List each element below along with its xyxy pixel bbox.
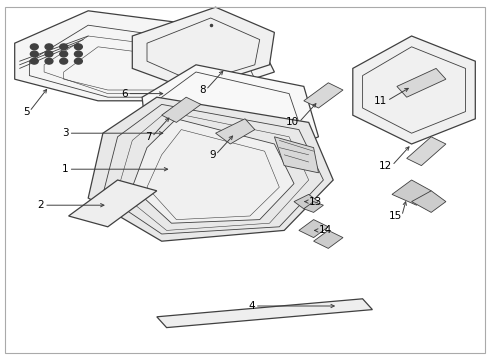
Text: 2: 2: [37, 200, 44, 210]
Polygon shape: [15, 11, 274, 101]
Circle shape: [30, 51, 38, 57]
Polygon shape: [314, 230, 343, 248]
Text: 15: 15: [389, 211, 402, 221]
Text: 7: 7: [145, 132, 152, 142]
Text: 3: 3: [62, 128, 69, 138]
Text: 4: 4: [248, 301, 255, 311]
Polygon shape: [132, 7, 274, 90]
Text: 13: 13: [309, 197, 322, 207]
Polygon shape: [353, 36, 475, 144]
Circle shape: [45, 58, 53, 64]
Circle shape: [60, 51, 68, 57]
Circle shape: [74, 44, 82, 50]
Text: 12: 12: [379, 161, 392, 171]
Polygon shape: [412, 191, 446, 212]
Polygon shape: [216, 119, 255, 144]
Polygon shape: [397, 68, 446, 97]
Polygon shape: [142, 65, 318, 162]
Text: 14: 14: [318, 225, 332, 235]
Polygon shape: [69, 180, 157, 227]
Circle shape: [45, 44, 53, 50]
Text: 5: 5: [23, 107, 29, 117]
Text: 11: 11: [374, 96, 387, 106]
Polygon shape: [407, 137, 446, 166]
Text: 1: 1: [62, 164, 69, 174]
Polygon shape: [304, 83, 343, 108]
Text: 9: 9: [209, 150, 216, 160]
Polygon shape: [294, 194, 318, 209]
Polygon shape: [274, 137, 318, 173]
Circle shape: [74, 58, 82, 64]
Polygon shape: [88, 97, 333, 241]
Text: 8: 8: [199, 85, 206, 95]
Circle shape: [60, 58, 68, 64]
Polygon shape: [162, 97, 201, 122]
Text: 10: 10: [286, 117, 299, 127]
Circle shape: [30, 58, 38, 64]
Circle shape: [60, 44, 68, 50]
Circle shape: [30, 44, 38, 50]
Text: 6: 6: [121, 89, 127, 99]
Polygon shape: [132, 119, 294, 223]
Polygon shape: [157, 299, 372, 328]
Circle shape: [45, 51, 53, 57]
Circle shape: [74, 51, 82, 57]
Polygon shape: [299, 220, 328, 238]
Polygon shape: [392, 180, 431, 205]
Polygon shape: [304, 202, 323, 212]
